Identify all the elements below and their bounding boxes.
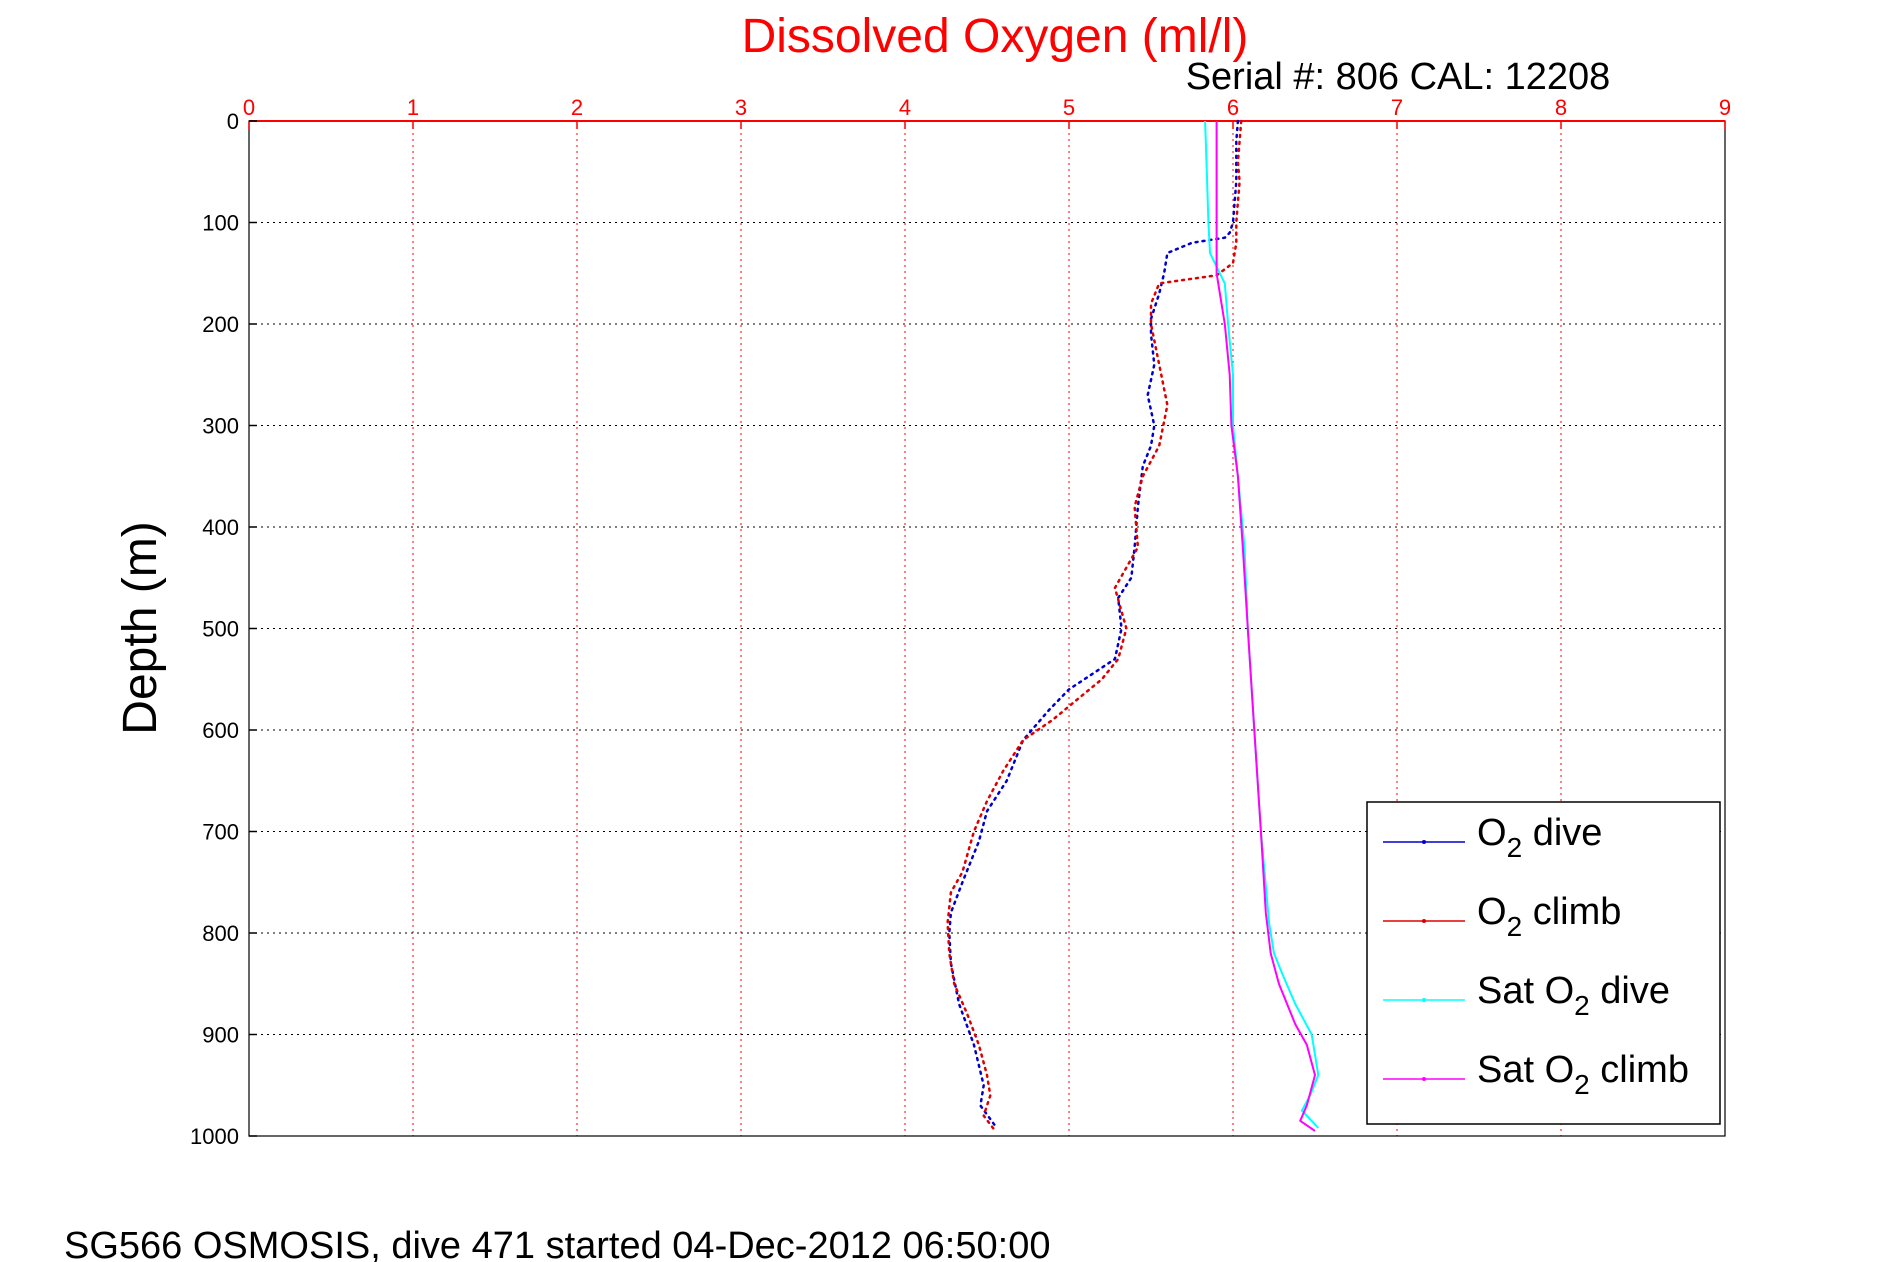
x-axis-ticks: 0 1 2 3 4 5 6 7 8 9 <box>243 95 1731 129</box>
x-tick-label: 4 <box>899 95 911 120</box>
legend-marker <box>1422 998 1426 1002</box>
y-tick-label: 700 <box>202 820 239 845</box>
legend-item-sat-o2-climb: Sat O2 climb <box>1383 1049 1689 1100</box>
y-axis-ticks: 0 100 200 300 400 500 600 700 800 900 1000 <box>190 109 257 1149</box>
legend-label-rest: climb <box>1522 891 1621 933</box>
legend-marker <box>1422 919 1426 923</box>
legend-label: O2 climb <box>1477 891 1621 942</box>
legend-label-main: O <box>1477 812 1507 854</box>
x-tick-label: 3 <box>735 95 747 120</box>
legend-marker <box>1422 840 1426 844</box>
dive-info-footer: SG566 OSMOSIS, dive 471 started 04-Dec-2… <box>64 1225 1050 1262</box>
legend-item-o2-climb: O2 climb <box>1383 891 1621 942</box>
series-line-o2-climb <box>946 119 1243 1133</box>
y-tick-label: 400 <box>202 515 239 540</box>
series-layer <box>946 119 1320 1133</box>
legend-label: Sat O2 climb <box>1477 1049 1689 1100</box>
series-line-o2-dive <box>948 119 1240 1128</box>
x-tick-label: 0 <box>243 95 255 120</box>
legend-box <box>1366 801 1721 1125</box>
y-tick-label: 200 <box>202 312 239 337</box>
y-tick-label: 300 <box>202 414 239 439</box>
legend-label-main: O <box>1477 891 1507 933</box>
x-tick-label: 7 <box>1391 95 1403 120</box>
legend-label-subscript: 2 <box>1574 1069 1590 1100</box>
x-tick-label: 5 <box>1063 95 1075 120</box>
legend-marker <box>1422 1077 1426 1081</box>
y-tick-label: 600 <box>202 718 239 743</box>
legend-label-rest: dive <box>1590 970 1670 1012</box>
x-tick-label: 1 <box>407 95 419 120</box>
series-line-sat-o2-climb <box>1215 121 1316 1132</box>
legend-label: O2 dive <box>1477 812 1602 863</box>
legend-label-subscript: 2 <box>1507 832 1523 863</box>
legend-label-subscript: 2 <box>1574 990 1590 1021</box>
x-tick-label: 9 <box>1719 95 1731 120</box>
legend-label: Sat O2 dive <box>1477 970 1670 1021</box>
legend-item-sat-o2-dive: Sat O2 dive <box>1383 970 1670 1021</box>
y-tick-label: 500 <box>202 617 239 642</box>
y-tick-label: 900 <box>202 1023 239 1048</box>
legend-label-rest: climb <box>1590 1049 1689 1091</box>
legend-label-main: Sat O <box>1477 1049 1574 1091</box>
chart-title: Dissolved Oxygen (ml/l) <box>742 10 1249 63</box>
chart-subtitle: Serial #: 806 CAL: 12208 <box>1186 56 1611 98</box>
y-tick-label: 0 <box>227 109 239 134</box>
y-tick-label: 800 <box>202 921 239 946</box>
x-tick-label: 8 <box>1555 95 1567 120</box>
legend-label-rest: dive <box>1522 812 1602 854</box>
legend-item-o2-dive: O2 dive <box>1383 812 1602 863</box>
x-tick-label: 2 <box>571 95 583 120</box>
y-tick-label: 1000 <box>190 1124 239 1149</box>
legend-label-main: Sat O <box>1477 970 1574 1012</box>
legend-label-subscript: 2 <box>1507 911 1523 942</box>
y-axis-label: Depth (m) <box>114 521 167 734</box>
x-tick-label: 6 <box>1227 95 1239 120</box>
y-tick-label: 100 <box>202 211 239 236</box>
